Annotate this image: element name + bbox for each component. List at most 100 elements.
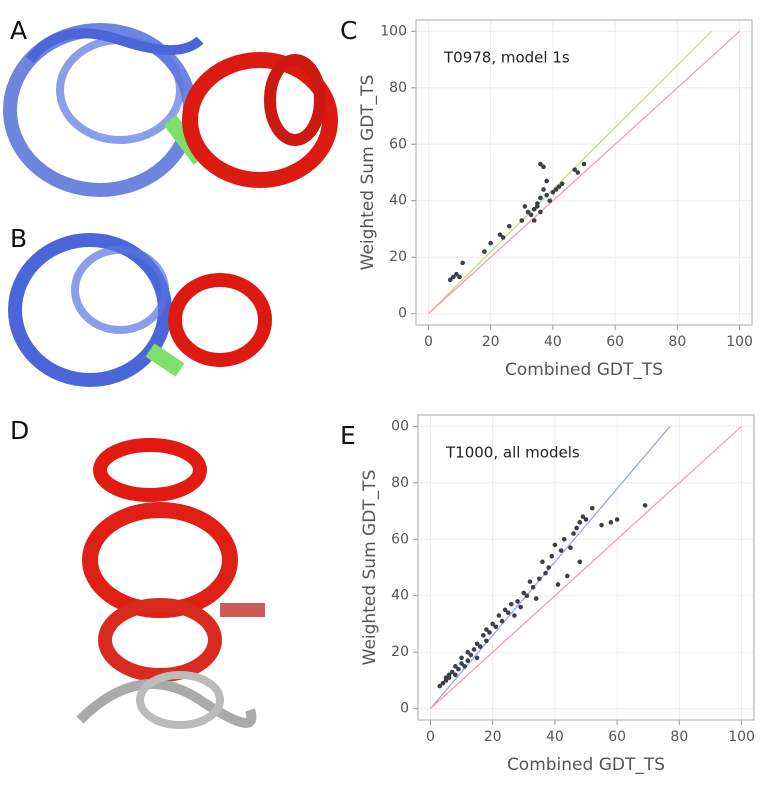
point [477,644,483,649]
point [546,565,551,570]
point [459,661,464,666]
point [559,181,565,187]
point [447,277,453,283]
panel-label: C [340,16,357,45]
reference-line [427,30,713,315]
point [537,576,542,582]
point [571,531,576,536]
point [572,167,577,172]
point [453,672,458,678]
point [531,206,537,212]
y-tick-label: 80 [391,475,409,491]
point [446,672,452,678]
point [515,599,520,604]
point [574,525,579,531]
point [502,607,508,613]
point [462,664,467,669]
point [456,666,461,672]
point [459,655,464,661]
x-tick-label: 20 [482,334,500,350]
point [474,641,480,647]
point [642,503,648,508]
point [490,621,495,627]
y-tick-label: 100 [380,23,407,39]
point [550,189,556,195]
point [505,610,511,615]
point [577,520,583,525]
point [449,669,455,675]
y-tick-label: 20 [389,249,407,265]
point [599,522,604,528]
y-axis-label: Weighted Sum GDT_TS [360,470,380,666]
structure-b [8,233,272,387]
point [538,195,543,201]
point [583,517,589,522]
point [568,545,573,551]
y-tick-label: 0 [398,306,407,322]
point [519,218,525,223]
point [481,632,486,638]
structure-d [76,438,265,729]
point [544,192,549,198]
y-tick-label: 00 [391,418,409,434]
point [553,187,559,192]
y-tick-label: 60 [391,531,409,547]
panel-label: B [10,224,27,253]
annotation: T1000, all models [445,444,580,462]
point [465,649,471,655]
point [535,204,540,209]
point [509,601,514,607]
x-tick-label: 20 [484,729,502,745]
point [561,536,567,542]
point [468,652,474,658]
x-tick-label: 100 [728,729,755,745]
reference-line [430,425,742,710]
plot-frame [417,414,755,721]
x-tick-label: 0 [424,334,433,350]
point [454,271,459,277]
point [538,161,543,167]
x-tick-label: 100 [726,334,753,350]
point [497,232,503,237]
point [512,613,517,618]
point [549,553,555,559]
point [499,618,505,624]
y-tick-label: 40 [391,588,409,604]
annotation: T0978, model 1s [443,49,570,67]
point [556,184,562,189]
x-tick-label: 40 [544,334,562,350]
panel-label: D [10,416,29,445]
point [474,655,480,661]
point [524,593,530,599]
point [538,209,543,215]
structure-a [3,23,338,197]
y-tick-label: 0 [400,701,409,717]
point [518,604,523,610]
point [525,209,531,215]
point [488,240,493,246]
point [496,613,502,618]
point [543,570,548,576]
point [487,630,492,635]
point [577,559,583,565]
point [555,582,561,587]
point [465,658,471,663]
point [540,559,545,565]
y-tick-label: 60 [389,136,407,152]
point [521,590,527,596]
point [580,514,586,519]
point [575,170,581,175]
point [457,274,462,280]
panel-label: A [10,16,27,45]
y-tick-label: 40 [389,193,407,209]
plot-frame [415,19,753,326]
point [547,198,553,204]
point [507,223,512,229]
point [544,178,549,184]
point [453,664,458,669]
point [531,218,537,223]
point [440,680,446,686]
x-axis-label: Combined GDT_TS [505,360,663,380]
y-tick-label: 20 [391,644,409,660]
x-tick-label: 80 [670,729,688,745]
